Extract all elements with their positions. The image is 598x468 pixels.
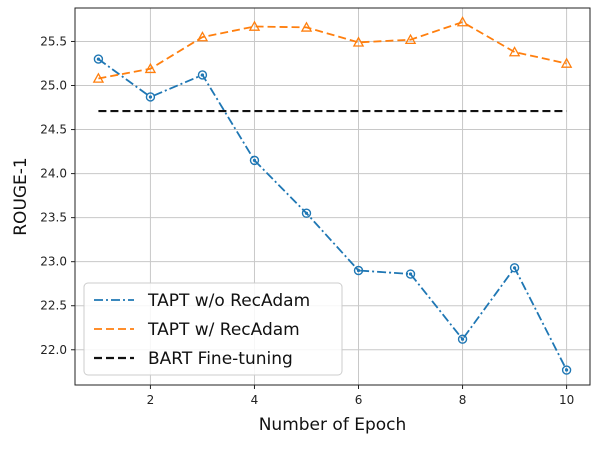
data-point <box>456 16 469 27</box>
data-point <box>249 155 260 166</box>
y-tick-label: 23.5 <box>40 211 67 225</box>
y-tick-label: 22.5 <box>40 299 67 313</box>
legend-label: TAPT w/ RecAdam <box>147 320 300 340</box>
x-tick-label: 10 <box>559 393 574 407</box>
data-point <box>248 20 261 31</box>
series-line <box>98 21 567 80</box>
data-point <box>405 269 416 279</box>
x-tick-label: 8 <box>459 393 467 407</box>
y-tick-label: 22.0 <box>40 343 67 357</box>
data-point-center <box>200 73 205 77</box>
y-tick-label: 25.5 <box>40 34 67 48</box>
y-axis-label: ROUGE-1 <box>11 157 31 236</box>
legend-box <box>83 282 343 376</box>
data-point <box>301 208 312 218</box>
data-point <box>457 334 468 344</box>
legend: TAPT w/o RecAdam TAPT w/ RecAdam BART Fine… <box>83 282 343 376</box>
data-point <box>560 57 573 68</box>
data-point <box>197 70 208 80</box>
data-point <box>352 36 365 47</box>
x-tick-label: 6 <box>355 393 363 407</box>
legend-label: BART Fine-tuning <box>148 349 293 369</box>
data-point <box>93 54 104 64</box>
data-point-center <box>512 266 517 270</box>
data-point <box>300 21 313 32</box>
series-line <box>97 58 568 371</box>
ticks: 2 4 6 8 10 22.0 22.5 23.0 23.5 24.0 24.5 25.0 25.5 <box>40 34 574 407</box>
data-point <box>508 46 521 57</box>
series-layer <box>92 16 573 375</box>
series <box>93 54 572 375</box>
data-point <box>509 263 520 273</box>
data-point <box>353 265 364 276</box>
data-point-center <box>564 368 569 372</box>
y-tick-label: 23.0 <box>40 255 67 269</box>
x-tick-label: 4 <box>251 393 259 407</box>
data-point <box>404 33 417 45</box>
y-tick-label: 25.0 <box>40 79 67 93</box>
data-point <box>145 92 156 102</box>
data-point-center <box>148 95 153 99</box>
data-point <box>561 365 572 375</box>
data-point-center <box>460 337 465 341</box>
data-point-center <box>96 57 101 61</box>
data-point <box>92 72 105 83</box>
plot-frame <box>74 7 591 386</box>
data-point <box>144 62 157 74</box>
data-point-center <box>356 268 361 273</box>
x-tick-label: 2 <box>147 393 155 407</box>
series <box>92 16 573 83</box>
y-tick-label: 24.5 <box>40 123 67 137</box>
legend-label: TAPT w/o RecAdam <box>147 291 310 311</box>
x-axis-label: Number of Epoch <box>259 415 407 435</box>
data-point-center <box>408 272 413 276</box>
y-tick-label: 24.0 <box>40 167 67 181</box>
data-point-center <box>304 211 309 215</box>
data-point-center <box>252 158 257 162</box>
data-point <box>196 31 209 42</box>
